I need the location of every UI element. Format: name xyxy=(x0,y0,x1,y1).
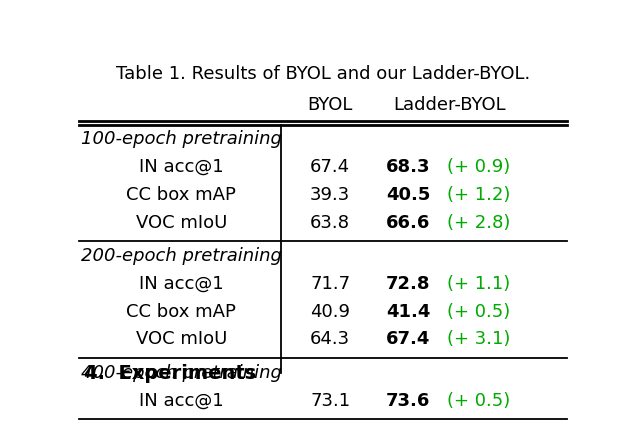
Text: 200-epoch pretraining: 200-epoch pretraining xyxy=(81,247,282,265)
Text: (+ 2.8): (+ 2.8) xyxy=(447,213,511,231)
Text: 64.3: 64.3 xyxy=(310,330,350,348)
Text: 39.3: 39.3 xyxy=(310,186,350,204)
Text: (+ 0.5): (+ 0.5) xyxy=(447,303,511,321)
Text: (+ 0.5): (+ 0.5) xyxy=(447,392,511,410)
Text: 63.8: 63.8 xyxy=(310,213,350,231)
Text: (+ 1.2): (+ 1.2) xyxy=(447,186,511,204)
Text: 40.5: 40.5 xyxy=(386,186,430,204)
Text: VOC mIoU: VOC mIoU xyxy=(135,213,227,231)
Text: 400-epoch pretraining: 400-epoch pretraining xyxy=(81,364,282,382)
Text: 40.9: 40.9 xyxy=(310,303,350,321)
Text: Ladder-BYOL: Ladder-BYOL xyxy=(394,96,506,114)
Text: 71.7: 71.7 xyxy=(310,275,350,293)
Text: 73.6: 73.6 xyxy=(386,392,430,410)
Text: BYOL: BYOL xyxy=(307,96,353,114)
Text: 73.1: 73.1 xyxy=(310,392,350,410)
Text: CC box mAP: CC box mAP xyxy=(127,186,236,204)
Text: IN acc@1: IN acc@1 xyxy=(139,392,224,410)
Text: 4.  Experiments: 4. Experiments xyxy=(84,364,256,383)
Text: (+ 3.1): (+ 3.1) xyxy=(447,330,511,348)
Text: 66.6: 66.6 xyxy=(386,213,430,231)
Text: Table 1. Results of BYOL and our Ladder-BYOL.: Table 1. Results of BYOL and our Ladder-… xyxy=(116,65,530,83)
Text: (+ 1.1): (+ 1.1) xyxy=(447,275,511,293)
Text: 72.8: 72.8 xyxy=(386,275,430,293)
Text: 68.3: 68.3 xyxy=(386,158,430,176)
Text: 41.4: 41.4 xyxy=(386,303,430,321)
Text: (+ 0.9): (+ 0.9) xyxy=(447,158,511,176)
Text: CC box mAP: CC box mAP xyxy=(127,303,236,321)
Text: 100-epoch pretraining: 100-epoch pretraining xyxy=(81,130,282,148)
Text: IN acc@1: IN acc@1 xyxy=(139,158,224,176)
Text: 67.4: 67.4 xyxy=(386,330,430,348)
Text: 67.4: 67.4 xyxy=(310,158,350,176)
Text: VOC mIoU: VOC mIoU xyxy=(135,330,227,348)
Text: IN acc@1: IN acc@1 xyxy=(139,275,224,293)
